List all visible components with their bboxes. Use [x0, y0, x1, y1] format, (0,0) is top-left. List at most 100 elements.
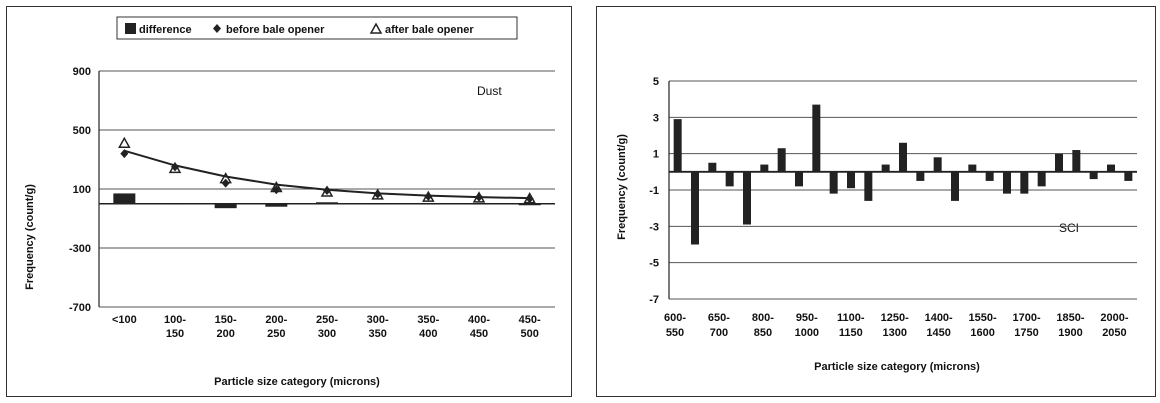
x-tick-label: 450 [470, 328, 488, 340]
bar-frequency [1107, 164, 1115, 172]
x-tick-label: 1450 [926, 327, 950, 339]
y-tick-label: 500 [73, 125, 91, 137]
bar-frequency [951, 171, 959, 201]
x-tick-label: 1700- [1012, 312, 1040, 324]
bar-difference [113, 193, 136, 204]
bar-frequency [916, 171, 925, 181]
point-before-bale-opener [475, 192, 483, 202]
bar-frequency [968, 164, 977, 172]
bar-frequency [985, 171, 994, 181]
sci-chart-panel: SCI Frequency (count/g) Particle size ca… [596, 6, 1156, 397]
x-tick-label: 300- [367, 314, 389, 326]
bar-frequency [691, 171, 699, 245]
x-tick-label: 800- [752, 312, 774, 324]
bar-difference [366, 203, 389, 205]
x-tick-label: 200 [216, 328, 234, 340]
point-before-bale-opener [424, 191, 433, 201]
x-tick-label: 1300 [882, 327, 906, 339]
bar-frequency [743, 171, 751, 225]
bar-frequency [864, 171, 873, 201]
sci-chart-svg: SCI Frequency (count/g) Particle size ca… [616, 76, 1137, 373]
legend-label-difference: difference [139, 24, 192, 36]
x-tick-label: 450- [519, 314, 541, 326]
x-tick-label: 1850- [1056, 312, 1084, 324]
x-tick-label: 400- [468, 314, 490, 326]
bar-frequency [1055, 153, 1063, 172]
x-tick-label: 650- [708, 312, 730, 324]
legend-label-before: before bale opener [226, 24, 325, 36]
bar-difference [265, 203, 288, 207]
y-tick-label: 3 [653, 112, 659, 124]
bar-frequency [795, 171, 803, 187]
bar-frequency [899, 142, 907, 172]
bar-frequency [1124, 171, 1133, 181]
chart-annotation-dust: Dust [477, 84, 502, 98]
x-tick-label: 300 [318, 328, 336, 340]
x-tick-label: 250- [316, 314, 338, 326]
x-tick-label: 350 [368, 328, 386, 340]
x-axis-title: Particle size category (microns) [814, 361, 980, 373]
bar-difference [164, 203, 186, 205]
point-before-bale-opener [171, 162, 179, 172]
bar-frequency [1089, 171, 1098, 180]
bar-difference [417, 203, 440, 205]
x-tick-label: <100 [112, 314, 137, 326]
x-tick-label: 500 [520, 328, 538, 340]
bar-frequency [673, 119, 682, 172]
bar-frequency [777, 148, 786, 172]
x-tick-label: 550 [666, 327, 684, 339]
x-tick-label: 850 [754, 327, 772, 339]
y-tick-label: -7 [649, 294, 659, 306]
x-tick-label: 150- [215, 314, 237, 326]
y-axis-title: Frequency (count/g) [616, 134, 628, 240]
bar-frequency [1020, 171, 1029, 194]
x-tick-label: 1750 [1014, 327, 1038, 339]
dust-plot-area: 900 500 100 -300 -700 <100 100- 150 150- 200 200- 2… [69, 66, 555, 340]
bar-difference [214, 203, 237, 209]
point-before-bale-opener [120, 149, 129, 159]
point-after-bale-opener [219, 172, 232, 184]
x-tick-label: 1150 [839, 327, 863, 339]
x-tick-label: 250 [267, 328, 285, 340]
x-tick-label: 200- [265, 314, 287, 326]
bar-frequency [1037, 171, 1046, 187]
point-after-bale-opener [422, 190, 435, 202]
point-after-bale-opener [118, 136, 131, 149]
y-tick-label: 1 [653, 149, 659, 161]
bar-frequency [881, 164, 890, 172]
x-tick-label: 150 [166, 328, 184, 340]
point-after-bale-opener [270, 180, 283, 193]
bar-frequency [933, 157, 942, 172]
legend-box [116, 16, 518, 40]
y-tick-label: -5 [649, 258, 659, 270]
x-tick-label: 1400- [925, 312, 953, 324]
chart-annotation-sci: SCI [1059, 221, 1079, 235]
y-tick-label: 100 [73, 184, 91, 196]
bar-difference [518, 203, 541, 206]
point-after-bale-opener [523, 192, 536, 204]
bar-frequency [829, 171, 838, 194]
x-tick-label: 1900 [1058, 327, 1082, 339]
point-after-bale-opener [472, 191, 486, 203]
point-after-bale-opener [168, 161, 182, 174]
x-tick-label: 2000- [1100, 312, 1128, 324]
legend-marker-before [213, 24, 221, 33]
x-tick-label: 1100- [837, 312, 865, 324]
y-tick-label: 900 [73, 66, 91, 78]
point-before-bale-opener [323, 185, 331, 195]
bar-frequency [1003, 171, 1011, 194]
x-tick-label: 2050 [1102, 327, 1126, 339]
x-axis-title: Particle size category (microns) [214, 376, 380, 388]
x-tick-label: 100- [164, 314, 186, 326]
x-tick-label: 1250- [881, 312, 909, 324]
bar-frequency [847, 171, 855, 189]
point-before-bale-opener [373, 189, 382, 199]
y-tick-label: -700 [69, 302, 91, 314]
sci-plot-area: 5 3 1 -1 -3 -5 -7 600- 550 650- 700 800- 850 950- 1000… [649, 76, 1137, 339]
y-tick-label: -3 [649, 221, 659, 233]
x-tick-label: 600- [664, 312, 686, 324]
chart-legend: difference before bale opener after bale… [116, 16, 518, 40]
bar-frequency [1072, 150, 1081, 172]
y-tick-label: -1 [649, 185, 659, 197]
point-after-bale-opener [371, 188, 384, 200]
